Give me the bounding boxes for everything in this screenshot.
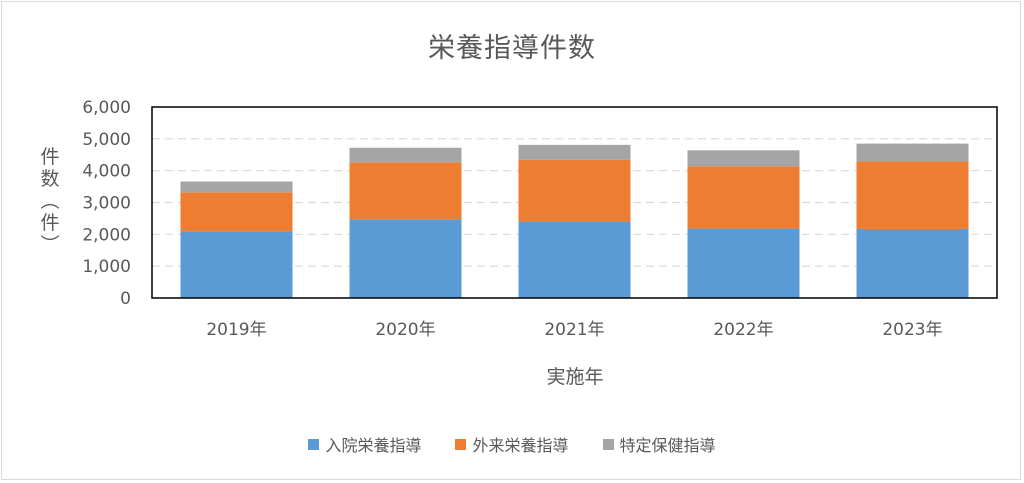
legend-label: 外来栄養指導 [472,436,569,455]
legend-item: 入院栄養指導 [308,432,421,456]
y-tick-label: 1,000 [82,257,131,277]
x-tick-label: 2019年 [206,320,266,340]
legend-swatch [602,438,614,450]
bar-segment [856,228,969,298]
x-tick-label: 2020年 [375,320,435,340]
plot-border [151,106,998,299]
bar-segment [518,159,631,222]
y-axis-label: 件数 ︵ 件 ︶ [38,146,62,256]
y-tick-label: 2,000 [82,225,131,245]
bar-segment [856,143,969,162]
y-axis-label-char: 件 [40,212,60,234]
bar-segment [349,147,462,163]
bar-segment [349,219,462,298]
bar-segment [856,161,969,229]
y-tick-label: 3,000 [82,194,131,214]
x-tick-label: 2021年 [544,320,604,340]
bar-segment [180,231,293,298]
bar-segment [687,150,800,167]
bar-segment [180,192,293,232]
legend: 入院栄養指導 外来栄養指導 特定保健指導 [0,432,1024,456]
legend-item: 特定保健指導 [602,432,716,456]
bar-segment [180,181,293,193]
y-tick-label: 6,000 [82,98,131,118]
legend-swatch [455,438,467,450]
y-tick-label: 0 [120,289,131,309]
legend-swatch [308,438,320,450]
legend-item: 外来栄養指導 [455,432,569,456]
bar-segment [687,166,800,229]
y-tick-label: 5,000 [82,130,131,150]
y-axis-label-char: 数 [40,168,60,190]
bar-segment [687,228,800,298]
y-axis-label-char: ︶ [40,234,60,256]
chart-title: 栄養指導件数 [428,33,596,64]
bar-segment [518,221,631,298]
y-axis-label-char: 件 [40,146,60,168]
x-axis-label: 実施年 [546,366,604,388]
y-tick-label: 4,000 [82,162,131,182]
x-tick-label: 2023年 [882,320,942,340]
bar-segment [518,144,631,160]
legend-label: 入院栄養指導 [325,436,422,455]
x-tick-label: 2022年 [713,320,773,340]
bar-segment [349,162,462,220]
legend-label: 特定保健指導 [619,436,716,455]
y-axis-label-char: ︵ [40,190,60,212]
